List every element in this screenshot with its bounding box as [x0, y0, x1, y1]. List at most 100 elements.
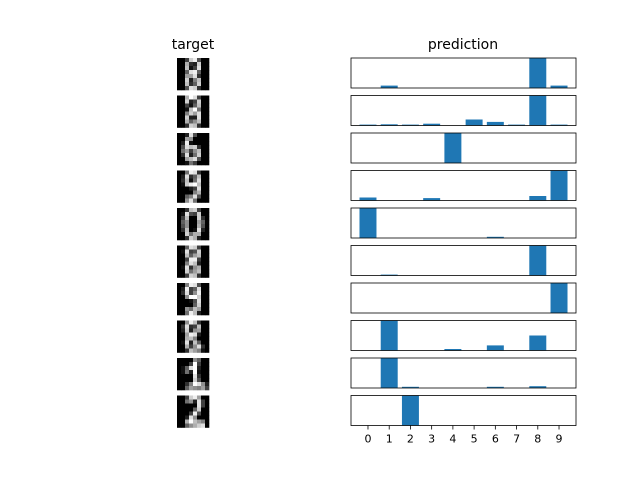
- pixel: [201, 208, 206, 213]
- pixel: [189, 253, 194, 258]
- pixel: [177, 82, 182, 87]
- pixel: [201, 311, 206, 316]
- pixel: [193, 257, 198, 262]
- pixel: [177, 249, 182, 254]
- pixel: [197, 232, 202, 237]
- pixel: [193, 58, 198, 63]
- pixel: [189, 178, 194, 183]
- pixel: [205, 378, 210, 383]
- pixel: [197, 344, 202, 349]
- bar: [529, 95, 547, 126]
- pixel: [177, 273, 182, 278]
- pixel: [181, 86, 186, 91]
- pixel: [197, 58, 202, 63]
- pixel: [197, 358, 202, 363]
- pixel: [189, 216, 194, 221]
- axes-frame: [350, 57, 577, 89]
- pixel: [193, 228, 198, 233]
- pixel: [201, 303, 206, 308]
- pixel: [193, 78, 198, 83]
- pixel: [201, 62, 206, 67]
- pixel: [201, 133, 206, 138]
- pixel: [177, 58, 182, 63]
- pixel: [189, 149, 194, 154]
- pixel: [205, 70, 210, 75]
- pixel: [205, 153, 210, 158]
- x-tick-label: 2: [407, 433, 414, 446]
- pixel: [189, 257, 194, 262]
- pixel: [205, 399, 210, 404]
- pixel: [197, 407, 202, 412]
- pixel: [189, 307, 194, 312]
- pixel: [189, 232, 194, 237]
- x-tick-label: 7: [513, 433, 520, 446]
- pixel: [185, 370, 190, 375]
- prediction-title: prediction: [428, 37, 498, 53]
- pixel: [197, 299, 202, 304]
- pixel: [185, 182, 190, 187]
- pixel: [185, 336, 190, 341]
- prediction-panel-9: [350, 395, 577, 426]
- pixel: [201, 340, 206, 345]
- pixel: [181, 78, 186, 83]
- pixel: [201, 232, 206, 237]
- axes-frame: [350, 395, 577, 426]
- pixel: [193, 182, 198, 187]
- bar: [508, 124, 526, 126]
- pixel: [205, 216, 210, 221]
- pixel: [181, 174, 186, 179]
- pixel: [185, 149, 190, 154]
- pixel: [185, 208, 190, 213]
- pixel: [185, 82, 190, 87]
- pixel: [185, 141, 190, 146]
- pixel: [193, 378, 198, 383]
- pixel: [181, 208, 186, 213]
- pixel: [177, 340, 182, 345]
- pixel: [181, 336, 186, 341]
- pixel: [181, 378, 186, 383]
- pixel: [189, 287, 194, 292]
- pixel: [197, 386, 202, 391]
- pixel: [177, 149, 182, 154]
- pixel: [177, 348, 182, 353]
- pixel: [185, 419, 190, 424]
- pixel: [197, 382, 202, 387]
- bar: [529, 335, 547, 351]
- pixel: [193, 386, 198, 391]
- pixel: [181, 70, 186, 75]
- pixel: [205, 145, 210, 150]
- pixel: [189, 66, 194, 71]
- pixel: [189, 212, 194, 217]
- pixel: [205, 149, 210, 154]
- pixel: [177, 303, 182, 308]
- pixel: [205, 257, 210, 262]
- pixel: [205, 161, 210, 166]
- pixel: [189, 111, 194, 116]
- pixel: [181, 198, 186, 203]
- pixel: [181, 399, 186, 404]
- pixel: [205, 232, 210, 237]
- pixel: [205, 157, 210, 162]
- pixel: [197, 123, 202, 128]
- pixel: [193, 107, 198, 112]
- pixel: [189, 386, 194, 391]
- pixel: [177, 366, 182, 371]
- pixel: [201, 257, 206, 262]
- bar: [401, 386, 419, 388]
- pixel: [177, 344, 182, 349]
- bar: [529, 196, 547, 201]
- pixel: [193, 115, 198, 120]
- pixel: [189, 186, 194, 191]
- pixel: [185, 261, 190, 266]
- pixel: [185, 332, 190, 337]
- pixel: [205, 303, 210, 308]
- pixel: [193, 348, 198, 353]
- pixel: [201, 419, 206, 424]
- pixel: [197, 133, 202, 138]
- pixel: [197, 141, 202, 146]
- pixel: [177, 411, 182, 416]
- pixel: [189, 299, 194, 304]
- pixel: [181, 283, 186, 288]
- pixel: [193, 111, 198, 116]
- pixel: [181, 194, 186, 199]
